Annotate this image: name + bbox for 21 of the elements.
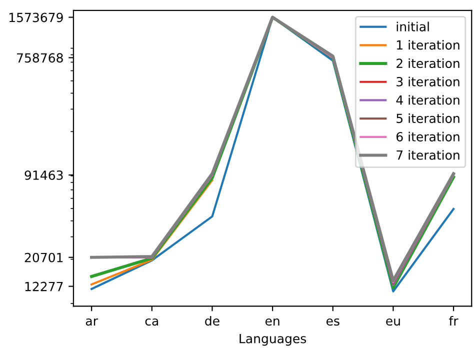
legend-label: 2 iteration <box>396 58 460 68</box>
legend-label: 5 iteration <box>396 113 460 124</box>
y-tick-label: 12277 <box>25 282 63 292</box>
y-tick-label: 91463 <box>24 170 63 180</box>
x-tick-label: es <box>326 318 340 326</box>
legend-label: initial <box>396 22 429 32</box>
legend-label: 4 iteration <box>396 95 460 105</box>
legend-label: 3 iteration <box>396 76 460 86</box>
y-tick-label: 758768 <box>17 53 63 63</box>
y-tick-label: 20701 <box>24 252 63 262</box>
x-tick-label: fr <box>449 316 458 326</box>
legend-label: 1 iteration <box>397 40 460 50</box>
x-tick-label: eu <box>386 318 400 326</box>
x-tick-label: de <box>205 316 220 326</box>
y-tick-label: 1573679 <box>9 12 63 22</box>
x-tick-label: en <box>265 318 280 326</box>
legend-label: 7 iteration <box>396 150 460 160</box>
x-tick-label: ar <box>86 318 98 326</box>
legend-label: 6 iteration <box>396 132 460 142</box>
x-tick-label: ca <box>145 318 158 326</box>
x-axis-title: Languages <box>240 334 306 346</box>
